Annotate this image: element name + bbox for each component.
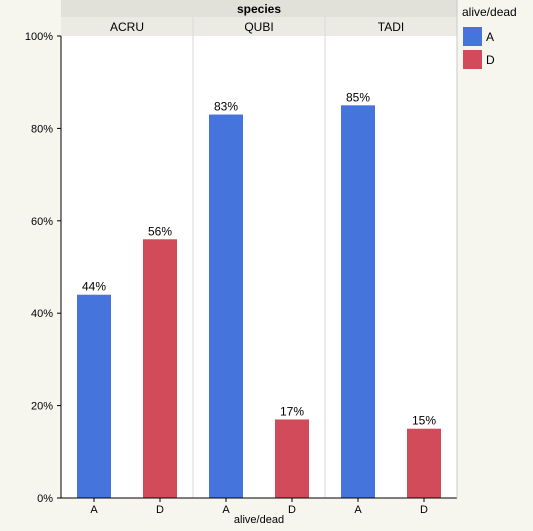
data-label-tadi-a: 85%	[346, 90, 370, 104]
bar-qubi-d	[275, 419, 309, 498]
bar-tadi-d	[407, 428, 441, 498]
data-label-acru-d: 56%	[148, 224, 172, 238]
x-tick-label-acru-a: A	[90, 504, 98, 516]
y-tick-label-0: 0%	[37, 493, 53, 505]
bar-acru-d	[143, 239, 177, 498]
data-label-tadi-d: 15%	[412, 414, 436, 428]
bar-acru-a	[77, 294, 111, 498]
y-tick-label-1: 20%	[31, 401, 53, 413]
x-tick-label-qubi-a: A	[222, 504, 230, 516]
facet-title: species	[237, 2, 281, 16]
legend-label-a: A	[486, 30, 494, 44]
legend-swatch-d	[463, 50, 482, 69]
legend-swatch-a	[463, 27, 482, 46]
data-label-qubi-a: 83%	[214, 100, 238, 114]
y-tick-label-5: 100%	[25, 31, 53, 43]
facet-title-band	[61, 0, 457, 17]
y-tick-label-2: 40%	[31, 308, 53, 320]
facet-label-qubi: QUBI	[244, 20, 273, 34]
legend-label-d: D	[486, 53, 495, 67]
x-axis-title: alive/dead	[234, 514, 284, 526]
legend: alive/dead A D	[462, 5, 517, 69]
data-label-acru-a: 44%	[82, 280, 106, 294]
y-tick-label-3: 60%	[31, 216, 53, 228]
facet-label-acru: ACRU	[110, 20, 144, 34]
facet-label-band	[61, 17, 457, 36]
x-tick-label-acru-d: D	[156, 504, 164, 516]
x-tick-label-tadi-d: D	[420, 504, 428, 516]
x-tick-label-qubi-d: D	[288, 504, 296, 516]
plot-area	[61, 36, 457, 498]
legend-title: alive/dead	[462, 5, 517, 19]
bar-qubi-a	[209, 114, 243, 498]
bar-tadi-a	[341, 105, 375, 499]
x-tick-label-tadi-a: A	[354, 504, 362, 516]
facet-label-tadi: TADI	[378, 20, 404, 34]
data-label-qubi-d: 17%	[280, 404, 304, 418]
y-tick-label-4: 80%	[31, 123, 53, 135]
